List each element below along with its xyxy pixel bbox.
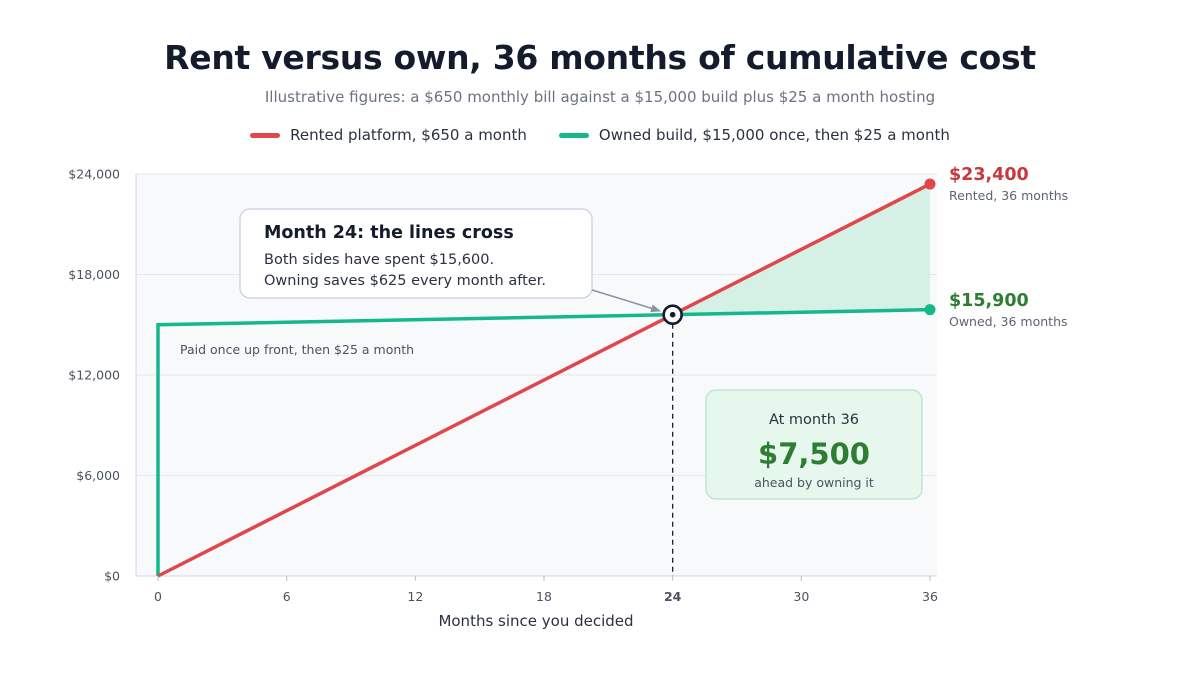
- crossover-callout-box: [239, 208, 593, 299]
- owned-end-note: Owned, 36 months: [949, 314, 1068, 329]
- rented-end-value: $23,400: [949, 165, 1029, 185]
- chart-title: Rent versus own, 36 months of cumulative…: [164, 38, 1036, 77]
- x-tick-label: 18: [536, 589, 552, 604]
- y-tick-label: $12,000: [68, 368, 120, 383]
- rented-end-point: [924, 178, 936, 190]
- legend: Rented platform, $650 a month Owned buil…: [0, 126, 1200, 144]
- savings-box-bg: [705, 389, 923, 500]
- crossover-line-2: Owning saves $625 every month after.: [264, 273, 546, 289]
- y-tick-label: $18,000: [68, 267, 120, 282]
- savings-heading: At month 36: [769, 412, 859, 428]
- x-tick-label: 0: [154, 589, 162, 604]
- crossover-line-1: Both sides have spent $15,600.: [264, 252, 494, 268]
- crossover-title: Month 24: the lines cross: [264, 223, 514, 243]
- callout-arrow: [591, 289, 661, 313]
- legend-label-owned: Owned build, $15,000 once, then $25 a mo…: [598, 126, 950, 144]
- rented-end-note: Rented, 36 months: [949, 188, 1068, 203]
- x-tick-label: 12: [407, 589, 423, 604]
- y-tick-label: $6,000: [76, 468, 120, 483]
- savings-caption: ahead by owning it: [754, 475, 874, 490]
- owned-end-value: $15,900: [949, 291, 1029, 311]
- x-axis-label: Months since you decided: [438, 612, 633, 630]
- savings-value: $7,500: [758, 437, 870, 471]
- chart-subtitle: Illustrative figures: a $650 monthly bil…: [264, 88, 936, 106]
- legend-swatch-rented: [250, 132, 281, 138]
- crossover-point-center: [669, 311, 676, 318]
- legend-item-owned: Owned build, $15,000 once, then $25 a mo…: [558, 126, 950, 144]
- series-line-rented: [157, 182, 931, 578]
- x-tick-label: 6: [283, 589, 291, 604]
- y-tick-label: $24,000: [68, 167, 120, 182]
- crossover-callout: Month 24: the lines cross Both sides hav…: [239, 208, 593, 299]
- legend-label-rented: Rented platform, $650 a month: [290, 126, 527, 144]
- y-tick-label: $0: [104, 569, 120, 584]
- x-tick-label: 24: [664, 589, 682, 604]
- legend-swatch-owned: [558, 132, 589, 138]
- owned-end-point: [924, 304, 936, 316]
- x-tick-label: 36: [922, 589, 938, 604]
- x-tick-label: 30: [793, 589, 809, 604]
- owned-note: Paid once up front, then $25 a month: [180, 342, 414, 357]
- legend-item-rented: Rented platform, $650 a month: [250, 126, 527, 144]
- savings-box: At month 36 $7,500 ahead by owning it: [705, 389, 923, 500]
